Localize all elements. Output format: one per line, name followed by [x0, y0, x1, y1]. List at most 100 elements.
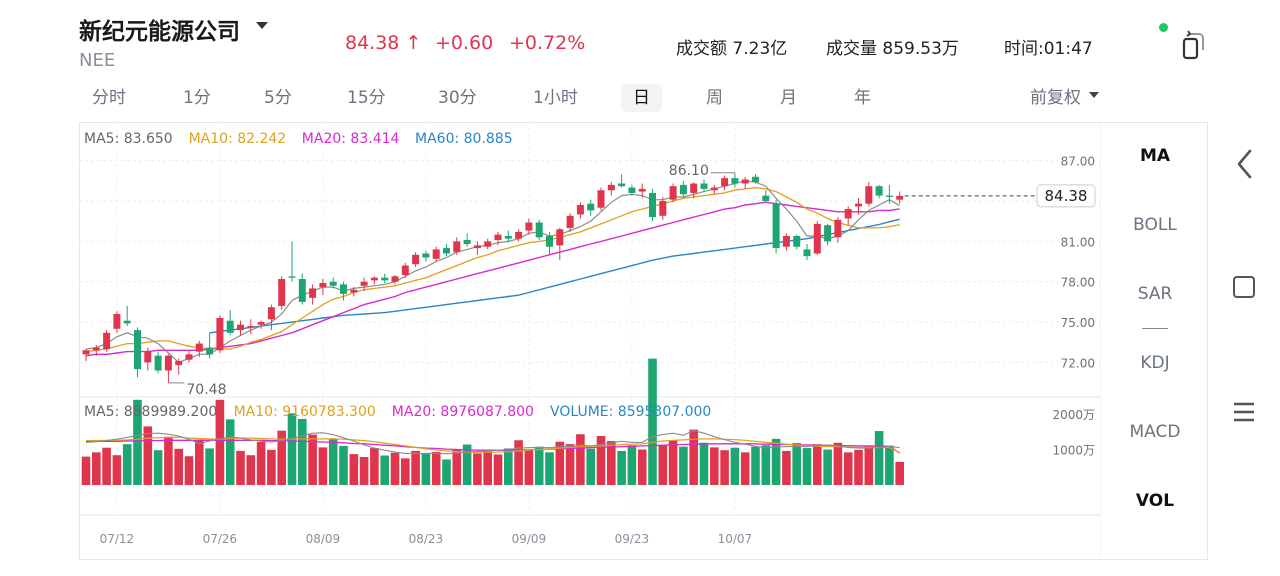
caret-down-icon[interactable] — [256, 22, 268, 29]
rotate-screen-icon[interactable] — [1181, 30, 1209, 60]
volume-bar — [637, 449, 647, 485]
candlestick-chart[interactable]: 72.00 75.00 78.00 81.00 87.00 86.10 70.48 84.38… — [79, 122, 1101, 560]
indicator-vol[interactable]: VOL — [1135, 491, 1175, 511]
candle-body — [309, 288, 317, 298]
candle-body — [484, 241, 492, 247]
tab-1hour[interactable]: 1小时 — [533, 88, 578, 108]
chart-frame — [79, 122, 1208, 560]
candle-body — [267, 307, 275, 320]
last-price-value: 84.38 — [345, 32, 400, 54]
volume-bar — [370, 448, 379, 485]
volume-bar — [617, 450, 626, 485]
volume-bar — [298, 418, 307, 485]
price-change: +0.60 — [435, 32, 494, 54]
candle-body — [370, 277, 378, 281]
candle-body — [566, 215, 574, 228]
volume-bar — [339, 445, 348, 485]
volume-bar — [504, 448, 513, 485]
tab-day[interactable]: 日 — [621, 84, 662, 112]
candle-body — [247, 326, 255, 328]
status-dot-icon — [1159, 23, 1168, 32]
candle-body — [587, 203, 595, 211]
candle-body — [556, 229, 564, 246]
caret-down-icon[interactable] — [1089, 92, 1099, 98]
vol-ma5-legend: MA5: 8889989.200 — [84, 404, 217, 420]
volume-bar — [277, 430, 286, 485]
candle-body — [885, 195, 893, 197]
candle-body — [443, 248, 450, 254]
candle-body — [473, 245, 481, 249]
volume-bar — [133, 399, 142, 485]
volume-bar — [534, 446, 544, 485]
volume-bar — [720, 450, 729, 485]
volume-bar — [267, 449, 276, 485]
candle-body — [422, 253, 430, 258]
volume-bar — [802, 448, 812, 485]
volume-bar — [813, 444, 822, 485]
candle-body — [463, 240, 471, 245]
indicator-sar[interactable]: SAR — [1137, 284, 1173, 304]
candle-body — [164, 355, 172, 371]
vol-ma10-legend: MA10: 9160783.300 — [234, 404, 376, 420]
tab-5min[interactable]: 5分 — [264, 88, 292, 108]
volume-bar — [483, 451, 492, 485]
adjust-select[interactable]: 前复权 — [1030, 88, 1081, 108]
volume-bar — [256, 442, 266, 485]
tab-15min[interactable]: 15分 — [347, 88, 386, 108]
volume-bar — [401, 458, 410, 485]
tab-week[interactable]: 周 — [706, 88, 723, 108]
candle-body — [855, 203, 862, 207]
indicator-ma[interactable]: MA — [1139, 146, 1171, 166]
candle-body — [350, 289, 358, 293]
volume-bar — [349, 454, 359, 485]
volume-bar — [833, 442, 843, 485]
back-icon[interactable] — [1234, 148, 1256, 180]
indicator-boll[interactable]: BOLL — [1133, 215, 1177, 235]
indicator-divider — [1142, 328, 1168, 329]
last-price-tag-label: 84.38 — [1045, 187, 1088, 205]
volume-bar — [885, 445, 894, 485]
candle-body — [824, 225, 832, 242]
ma20-legend: MA20: 83.414 — [302, 131, 400, 147]
volume-bar — [184, 456, 194, 485]
candle-body — [144, 351, 152, 363]
indicator-kdj[interactable]: KDJ — [1140, 353, 1170, 373]
candle-body — [525, 222, 533, 231]
candle-body — [391, 276, 399, 282]
volume-bar — [143, 426, 153, 485]
volume-bar — [411, 450, 420, 485]
ma5-legend: MA5: 83.650 — [84, 131, 173, 147]
tab-1min[interactable]: 1分 — [183, 88, 211, 108]
volume-bar — [668, 440, 678, 485]
volume-bar — [823, 449, 832, 485]
candle-body — [638, 188, 646, 192]
candle-body — [813, 223, 821, 254]
volume-bar — [359, 456, 369, 485]
tab-year[interactable]: 年 — [854, 88, 871, 108]
candle-body — [844, 209, 852, 219]
candle-body — [618, 183, 626, 187]
candle-body — [103, 332, 111, 349]
volume-bar — [514, 440, 523, 485]
tab-month[interactable]: 月 — [780, 88, 797, 108]
tab-30min[interactable]: 30分 — [438, 88, 477, 108]
volume-bar — [452, 449, 462, 485]
volume-bar — [236, 450, 245, 485]
volume-bar — [740, 452, 750, 485]
candle-body — [216, 318, 224, 351]
home-square-icon[interactable] — [1233, 276, 1255, 298]
candle-body — [494, 234, 502, 241]
candle-body — [92, 347, 100, 351]
candle-body — [175, 361, 183, 366]
menu-icon[interactable] — [1233, 400, 1255, 424]
volume-bar — [174, 448, 183, 485]
indicator-macd[interactable]: MACD — [1129, 422, 1181, 442]
x-tick-label: 09/23 — [615, 532, 650, 546]
volume-bar — [648, 358, 657, 485]
candle-body — [288, 276, 296, 278]
company-name[interactable]: 新纪元能源公司 — [79, 19, 240, 45]
volume-bar — [462, 444, 472, 485]
volume-bar — [627, 445, 637, 485]
volume-bar — [710, 447, 719, 485]
tab-intraday[interactable]: 分时 — [92, 88, 126, 108]
